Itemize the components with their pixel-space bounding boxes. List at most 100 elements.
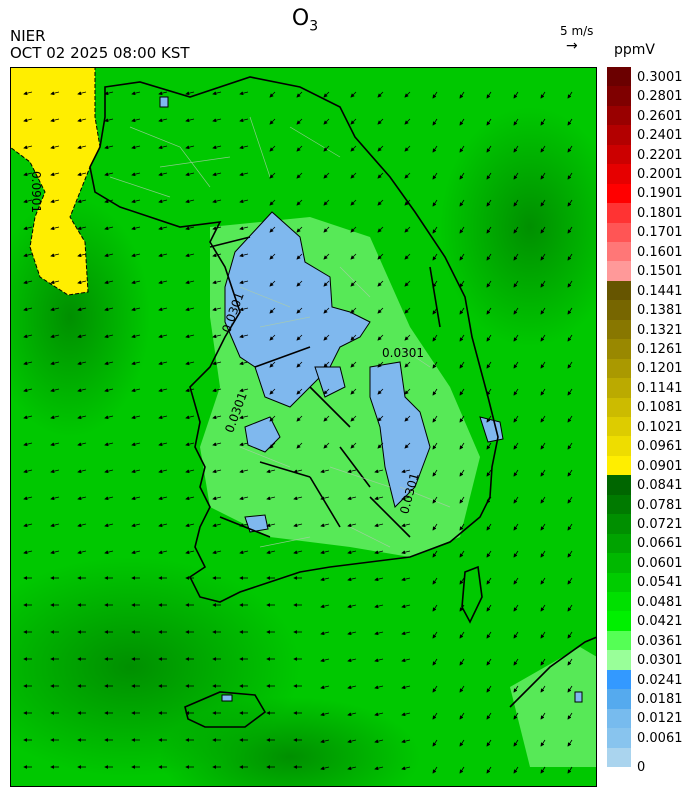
colorbar-swatch — [607, 203, 631, 224]
wind-arrow — [239, 442, 249, 447]
colorbar-swatch — [607, 280, 631, 301]
wind-arrow — [374, 631, 384, 636]
wind-arrow — [50, 226, 60, 231]
wind-arrow — [404, 280, 411, 287]
wind-arrow — [486, 91, 492, 99]
wind-arrow — [374, 496, 384, 501]
wind-arrow — [158, 334, 168, 339]
wind-arrow — [269, 253, 276, 260]
wind-arrow — [432, 253, 438, 261]
wind-arrow — [50, 199, 60, 204]
wind-arrow — [50, 91, 60, 96]
colorbar-tick-label: 0.1021 — [637, 419, 683, 435]
wind-arrow — [567, 712, 573, 720]
wind-arrow — [212, 496, 222, 501]
wind-arrow — [404, 361, 411, 368]
wind-arrow — [432, 550, 438, 558]
wind-arrow — [104, 280, 114, 285]
wind-arrow — [374, 712, 384, 717]
wind-arrow — [486, 577, 492, 585]
colorbar-swatch — [607, 67, 631, 87]
wind-arrow — [350, 307, 357, 314]
wind-arrow — [50, 361, 60, 366]
wind-arrow — [323, 361, 330, 368]
colorbar-swatch — [607, 669, 631, 690]
colorbar-tick-label: 0.2001 — [637, 166, 683, 182]
wind-arrow — [567, 685, 573, 693]
wind-arrow — [323, 199, 330, 206]
wind-arrow — [432, 199, 438, 207]
wind-arrow — [486, 523, 492, 531]
wind-arrow — [567, 469, 573, 477]
wind-arrow — [212, 91, 222, 96]
wind-arrow — [459, 172, 465, 180]
wind-arrow — [212, 523, 222, 528]
wind-arrow — [374, 739, 384, 744]
wind-arrow — [50, 523, 60, 528]
wind-arrow — [320, 604, 330, 609]
colorbar-swatch — [607, 261, 631, 282]
colorbar-swatch — [607, 144, 631, 165]
wind-arrow — [23, 145, 33, 150]
wind-arrow — [401, 523, 411, 528]
wind-arrow — [540, 766, 546, 774]
wind-arrow — [185, 523, 195, 528]
wind-arrow — [459, 604, 465, 612]
colorbar-swatch — [607, 650, 631, 671]
colorbar-swatch — [607, 417, 631, 437]
wind-arrow — [567, 253, 573, 261]
wind-arrow — [158, 496, 168, 501]
wind-arrow — [320, 658, 330, 663]
wind-arrow — [239, 226, 249, 231]
wind-arrow — [320, 577, 330, 582]
colorbar-swatch — [607, 689, 631, 710]
colorbar-swatch — [607, 553, 631, 574]
wind-arrow — [432, 685, 438, 693]
wind-arrow — [320, 685, 330, 690]
wind-arrow — [23, 469, 33, 474]
wind-arrow — [185, 145, 195, 150]
wind-arrow — [374, 523, 384, 528]
wind-arrow — [131, 496, 141, 501]
wind-arrow — [540, 199, 546, 207]
wind-arrow — [401, 739, 411, 744]
colorbar-swatch — [607, 358, 631, 379]
organization-label: NIER — [10, 27, 46, 45]
wind-arrow — [513, 118, 519, 126]
wind-arrow — [104, 388, 114, 393]
colorbar-tick-label: 0 — [637, 760, 646, 775]
wind-arrow — [404, 388, 411, 395]
wind-arrow — [377, 307, 384, 314]
wind-arrow — [269, 145, 276, 152]
colorbar — [607, 67, 631, 768]
wind-arrow — [486, 118, 492, 126]
wind-arrow — [77, 226, 87, 231]
wind-arrow — [185, 469, 195, 474]
wind-arrow — [293, 469, 303, 474]
wind-arrow — [567, 199, 573, 207]
wind-arrow — [320, 550, 330, 555]
colorbar-swatch — [607, 592, 631, 612]
wind-arrow — [350, 226, 357, 233]
wind-arrow — [296, 415, 303, 422]
wind-arrow — [269, 415, 276, 422]
wind-arrow — [459, 145, 465, 153]
wind-arrow — [185, 280, 195, 285]
wind-arrow — [131, 388, 141, 393]
wind-arrow — [513, 739, 519, 747]
wind-arrow — [50, 550, 60, 555]
wind-arrow — [459, 631, 465, 639]
wind-arrow — [459, 118, 465, 126]
wind-arrow — [131, 280, 141, 285]
colorbar-tick-label: 0.0961 — [637, 439, 683, 455]
wind-arrow — [104, 172, 114, 177]
wind-arrow — [459, 361, 465, 369]
wind-arrow — [513, 280, 519, 288]
colorbar-tick-label: 0.1261 — [637, 341, 683, 357]
colorbar-swatch — [607, 436, 631, 457]
wind-arrow — [320, 523, 330, 528]
map-title: O3 — [0, 6, 610, 34]
wind-arrow — [540, 226, 546, 234]
wind-arrow — [323, 307, 330, 314]
wind-arrow — [347, 631, 357, 636]
